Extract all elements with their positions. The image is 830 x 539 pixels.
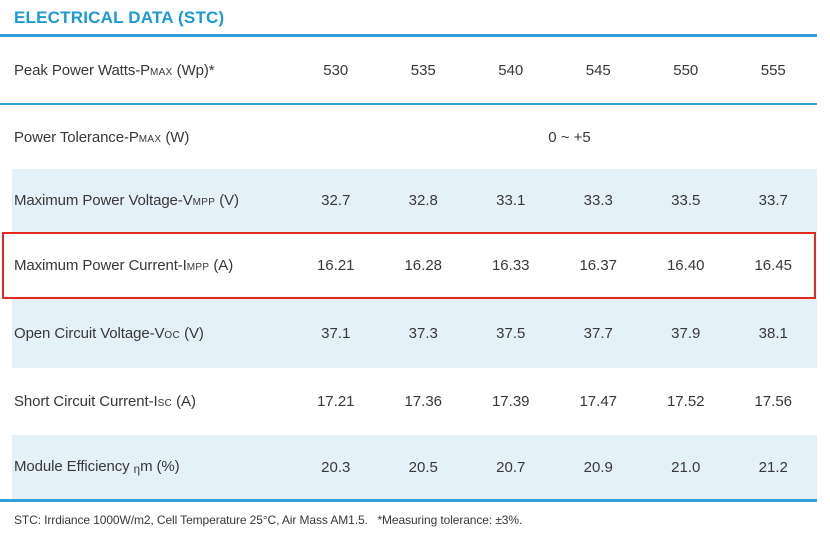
cell-value: 16.33 — [491, 257, 530, 274]
label-subscript: MAX — [150, 66, 173, 78]
cell-value: 32.7 — [321, 192, 351, 209]
cell-value: 555 — [760, 61, 786, 79]
cell-value: 17.47 — [579, 393, 618, 410]
row-label: Open Circuit Voltage-VOC (V) — [0, 325, 292, 342]
table-row-module-efficiency: Module Efficiency ηm (%) 20.3 20.5 20.7 … — [0, 435, 817, 499]
cell-value: 17.36 — [404, 393, 443, 410]
cell-value: 16.21 — [316, 257, 355, 274]
cell-value: 37.5 — [496, 325, 526, 342]
label-unit: (A) — [172, 393, 196, 410]
cell-value: 20.3 — [321, 458, 351, 476]
row-label: Maximum Power Current-IMPP (A) — [0, 257, 292, 274]
cell-value: 33.5 — [671, 192, 701, 209]
table-row-power-tolerance: Power Tolerance-PMAX (W) 0 ~ +5 — [0, 105, 817, 169]
electrical-data-table: Peak Power Watts-PMAX (Wp)* 530 535 540 … — [0, 37, 830, 502]
label-text: Maximum Power Voltage-V — [14, 192, 193, 209]
cell-value: 535 — [410, 61, 436, 79]
table-row-peak-power: Peak Power Watts-PMAX (Wp)* 530 535 540 … — [0, 37, 817, 103]
row-label: Peak Power Watts-PMAX (Wp)* — [0, 62, 292, 79]
cell-value: 16.40 — [666, 257, 705, 274]
title-underline-rule — [0, 34, 817, 37]
cell-value: 530 — [323, 61, 349, 79]
cell-value: 17.52 — [666, 393, 705, 410]
label-subscript: SC — [157, 398, 173, 409]
merged-tolerance-value: 0 ~ +5 — [548, 128, 591, 146]
table-row-max-power-current: Maximum Power Current-IMPP (A) 16.21 16.… — [0, 232, 817, 299]
label-subscript: MAX — [138, 133, 162, 145]
cell-value: 20.9 — [583, 458, 613, 476]
label-text: Open Circuit Voltage-V — [14, 325, 165, 342]
row-label: Short Circuit Current-ISC (A) — [0, 393, 292, 410]
page-title: ELECTRICAL DATA (STC) — [14, 8, 225, 27]
cell-value: 16.28 — [404, 257, 443, 274]
cell-value: 550 — [673, 61, 699, 79]
label-subscript: MPP — [186, 262, 210, 273]
row-label: Module Efficiency ηm (%) — [0, 458, 292, 476]
cell-value: 17.39 — [491, 393, 530, 410]
table-row-open-circuit-voltage: Open Circuit Voltage-VOC (V) 37.1 37.3 3… — [0, 299, 817, 368]
cell-value: 16.45 — [754, 257, 793, 274]
table-row-short-circuit-current: Short Circuit Current-ISC (A) 17.21 17.3… — [0, 368, 817, 435]
label-unit: (W) — [161, 128, 190, 146]
label-text: Peak Power Watts-P — [14, 61, 151, 79]
label-text: Short Circuit Current-I — [14, 393, 158, 410]
cell-value: 17.56 — [754, 393, 793, 410]
label-unit: (Wp)* — [172, 61, 215, 79]
table-row-max-power-voltage: Maximum Power Voltage-VMPP (V) 32.7 32.8… — [0, 169, 817, 232]
label-unit: (A) — [209, 257, 234, 274]
cell-value: 16.37 — [579, 257, 618, 274]
cell-value: 21.0 — [671, 458, 701, 476]
label-unit: (V) — [180, 325, 204, 342]
label-subscript: OC — [164, 330, 180, 341]
table-bottom-rule — [0, 499, 817, 502]
cell-value: 32.8 — [408, 192, 438, 209]
cell-value: 33.7 — [758, 192, 788, 209]
cell-value: 33.3 — [583, 192, 613, 209]
row-label: Maximum Power Voltage-VMPP (V) — [0, 192, 292, 209]
cell-value: 545 — [585, 61, 611, 79]
cell-value: 21.2 — [758, 458, 788, 476]
label-text: Module Efficiency — [14, 458, 134, 475]
cell-value: 37.3 — [408, 325, 438, 342]
row-label: Power Tolerance-PMAX (W) — [0, 129, 292, 146]
cell-value: 37.1 — [321, 325, 351, 342]
footnote: STC: Irrdiance 1000W/m2, Cell Temperatur… — [14, 513, 523, 527]
label-subscript-eta: η — [133, 464, 141, 476]
cell-value: 540 — [498, 61, 524, 79]
cell-value: 37.7 — [583, 325, 613, 342]
label-unit: (V) — [215, 192, 239, 209]
label-text: Maximum Power Current-I — [14, 257, 187, 274]
cell-value: 37.9 — [671, 325, 701, 342]
label-unit: m (%) — [140, 458, 180, 475]
cell-value: 38.1 — [758, 325, 788, 342]
cell-value: 33.1 — [496, 192, 526, 209]
cell-value: 20.5 — [408, 458, 438, 476]
row-separator-rule — [0, 103, 817, 105]
cell-value: 17.21 — [316, 393, 355, 410]
cell-value: 20.7 — [496, 458, 526, 476]
label-subscript: MPP — [192, 197, 216, 208]
label-text: Power Tolerance-P — [14, 128, 139, 146]
